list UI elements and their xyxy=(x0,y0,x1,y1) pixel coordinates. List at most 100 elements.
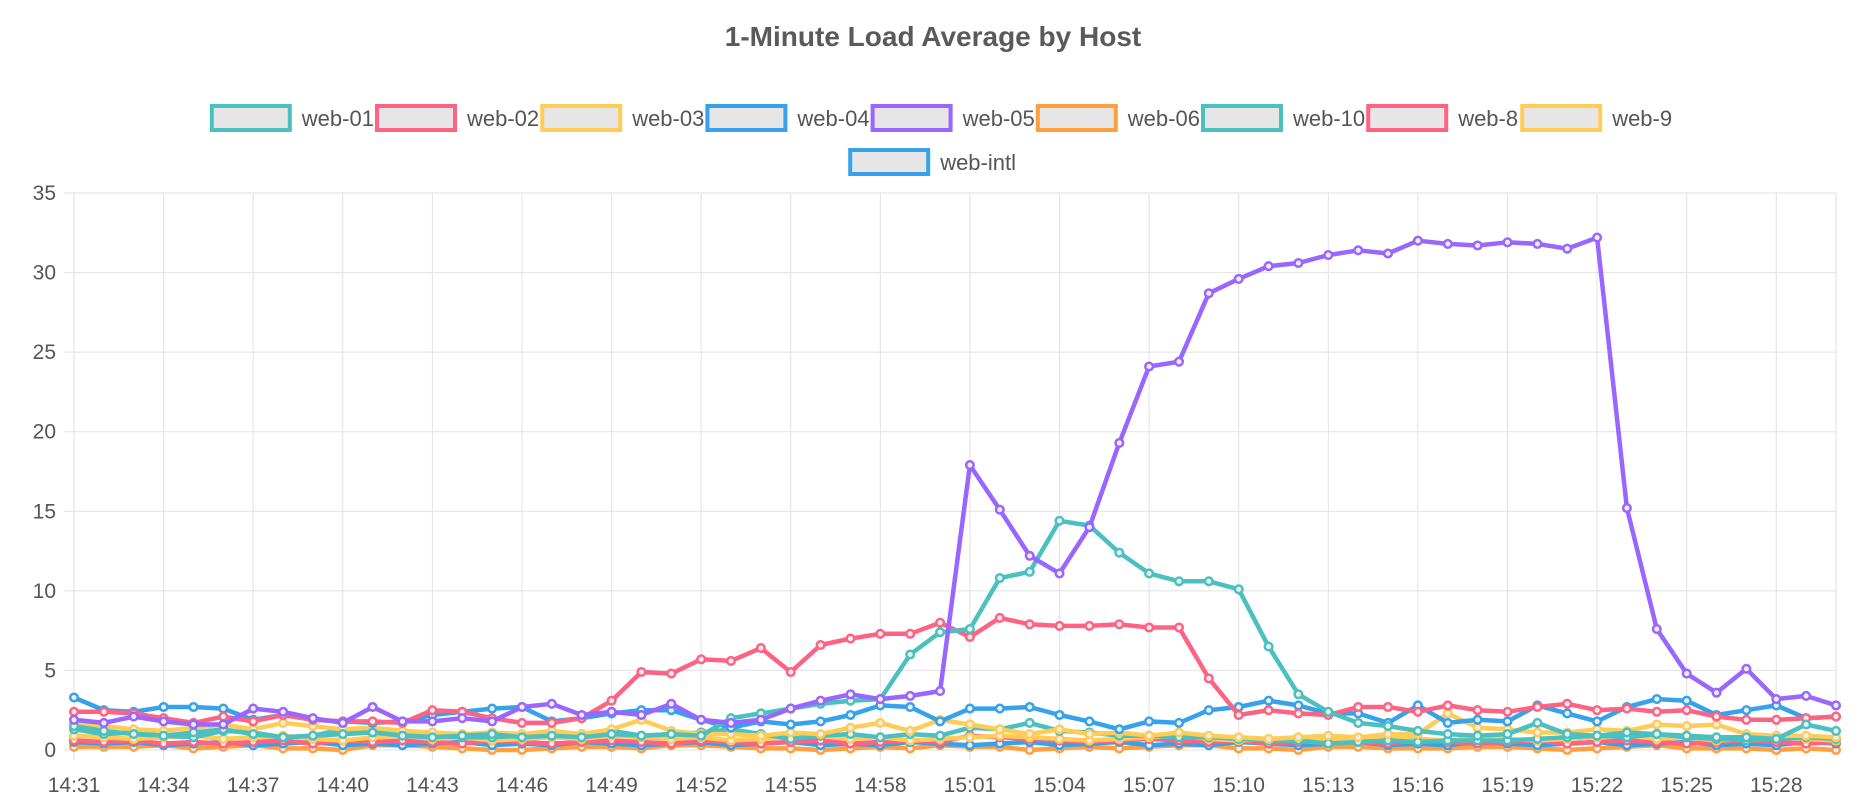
data-point-web-02[interactable] xyxy=(696,654,707,665)
data-point-web-02[interactable] xyxy=(1532,701,1543,713)
data-point-web-05[interactable] xyxy=(1233,273,1244,284)
data-point-web-04[interactable] xyxy=(1562,708,1573,719)
data-point-web-01[interactable] xyxy=(307,730,318,741)
data-point-web-05[interactable] xyxy=(1323,250,1334,261)
data-point-web-02[interactable] xyxy=(1442,700,1453,711)
data-point-web-02[interactable] xyxy=(1353,701,1364,713)
data-point-web-01[interactable] xyxy=(964,624,975,635)
data-point-web-02[interactable] xyxy=(845,633,856,644)
data-point-web-01[interactable] xyxy=(1233,584,1244,595)
data-point-web-05[interactable] xyxy=(188,719,199,730)
data-point-web-02[interactable] xyxy=(1592,705,1603,716)
data-point-web-01[interactable] xyxy=(576,732,587,743)
data-point-web-05[interactable] xyxy=(397,716,408,727)
data-point-web-05[interactable] xyxy=(935,686,946,697)
data-point-web-03[interactable] xyxy=(1801,730,1812,741)
data-point-web-02[interactable] xyxy=(1621,703,1632,714)
data-point-web-03[interactable] xyxy=(755,730,766,741)
data-point-web-02[interactable] xyxy=(1084,620,1095,631)
data-point-web-05[interactable] xyxy=(128,711,139,722)
data-point-web-05[interactable] xyxy=(546,698,557,709)
data-point-web-01[interactable] xyxy=(248,729,259,740)
data-point-web-03[interactable] xyxy=(1233,732,1244,743)
data-point-web-02[interactable] xyxy=(785,666,796,678)
data-point-web-05[interactable] xyxy=(457,713,468,724)
data-point-web-01[interactable] xyxy=(1621,727,1632,738)
data-point-web-03[interactable] xyxy=(875,717,886,728)
data-point-web-01[interactable] xyxy=(158,730,169,741)
data-point-web-04[interactable] xyxy=(1144,716,1155,727)
data-point-web-03[interactable] xyxy=(905,725,916,736)
data-point-web-10[interactable] xyxy=(1024,717,1035,728)
data-point-web-04[interactable] xyxy=(188,701,199,713)
data-point-web-01[interactable] xyxy=(1592,730,1603,741)
data-point-web-02[interactable] xyxy=(636,666,647,678)
data-point-web-05[interactable] xyxy=(755,714,766,725)
data-point-web-04[interactable] xyxy=(1084,716,1095,727)
data-point-web-01[interactable] xyxy=(1830,725,1842,736)
data-point-web-10[interactable] xyxy=(875,732,886,743)
data-point-web-01[interactable] xyxy=(1771,733,1782,744)
data-point-web-02[interactable] xyxy=(935,617,946,628)
data-point-web-05[interactable] xyxy=(1472,240,1483,251)
data-point-web-04[interactable] xyxy=(68,692,80,703)
data-point-web-10[interactable] xyxy=(1323,738,1334,749)
data-point-web-9[interactable] xyxy=(1054,733,1065,744)
data-point-web-04[interactable] xyxy=(158,701,169,713)
data-point-web-01[interactable] xyxy=(1711,732,1722,743)
data-point-web-01[interactable] xyxy=(1114,547,1125,558)
data-point-web-01[interactable] xyxy=(1681,730,1692,741)
data-point-web-01[interactable] xyxy=(98,725,109,736)
data-point-web-05[interactable] xyxy=(1293,257,1304,269)
data-point-web-02[interactable] xyxy=(1830,711,1842,722)
data-point-web-01[interactable] xyxy=(188,727,199,738)
data-point-web-01[interactable] xyxy=(128,729,139,740)
data-point-web-01[interactable] xyxy=(1801,719,1812,730)
data-point-web-01[interactable] xyxy=(487,729,498,740)
data-point-web-02[interactable] xyxy=(875,628,886,639)
legend-item-web-02[interactable]: web-02 xyxy=(375,104,539,132)
data-point-web-05[interactable] xyxy=(1114,437,1125,448)
data-point-web-05[interactable] xyxy=(1203,288,1214,299)
data-point-web-10[interactable] xyxy=(1412,736,1423,748)
data-point-web-02[interactable] xyxy=(1024,619,1035,630)
data-point-web-02[interactable] xyxy=(248,716,259,727)
data-point-web-03[interactable] xyxy=(1293,732,1304,743)
data-point-web-02[interactable] xyxy=(367,716,378,727)
data-point-web-03[interactable] xyxy=(1651,719,1662,730)
data-point-web-02[interactable] xyxy=(1412,706,1423,717)
data-point-web-01[interactable] xyxy=(1173,576,1185,587)
data-point-web-05[interactable] xyxy=(68,714,80,725)
data-point-web-03[interactable] xyxy=(1382,729,1394,740)
data-point-web-03[interactable] xyxy=(1323,730,1334,741)
data-point-web-05[interactable] xyxy=(427,716,438,727)
data-point-web-05[interactable] xyxy=(1412,235,1423,246)
data-point-web-02[interactable] xyxy=(1502,706,1513,717)
data-point-web-02[interactable] xyxy=(1293,708,1304,719)
data-point-web-02[interactable] xyxy=(1562,698,1573,709)
data-point-web-05[interactable] xyxy=(248,703,259,714)
data-point-web-05[interactable] xyxy=(1502,237,1513,248)
data-point-web-05[interactable] xyxy=(158,716,169,727)
data-point-web-01[interactable] xyxy=(1442,729,1453,740)
data-point-web-01[interactable] xyxy=(1144,568,1155,579)
data-point-web-03[interactable] xyxy=(1144,730,1155,741)
data-point-web-05[interactable] xyxy=(1054,568,1065,579)
data-point-web-01[interactable] xyxy=(1562,729,1573,740)
data-point-web-05[interactable] xyxy=(1771,694,1782,705)
data-point-web-04[interactable] xyxy=(1472,714,1483,725)
data-point-web-05[interactable] xyxy=(964,460,975,471)
data-point-web-03[interactable] xyxy=(1024,729,1035,740)
data-point-web-01[interactable] xyxy=(935,627,946,638)
data-point-web-02[interactable] xyxy=(546,717,557,728)
data-point-web-04[interactable] xyxy=(1741,705,1752,716)
data-point-web-04[interactable] xyxy=(487,703,498,714)
data-point-web-02[interactable] xyxy=(516,717,528,728)
data-point-web-05[interactable] xyxy=(1382,248,1394,259)
data-point-web-03[interactable] xyxy=(1203,730,1214,741)
data-point-web-05[interactable] xyxy=(278,706,289,717)
legend-item-web-10[interactable]: web-10 xyxy=(1201,104,1365,132)
data-point-web-05[interactable] xyxy=(785,703,796,714)
data-point-web-01[interactable] xyxy=(457,730,468,741)
data-point-web-05[interactable] xyxy=(516,701,528,713)
